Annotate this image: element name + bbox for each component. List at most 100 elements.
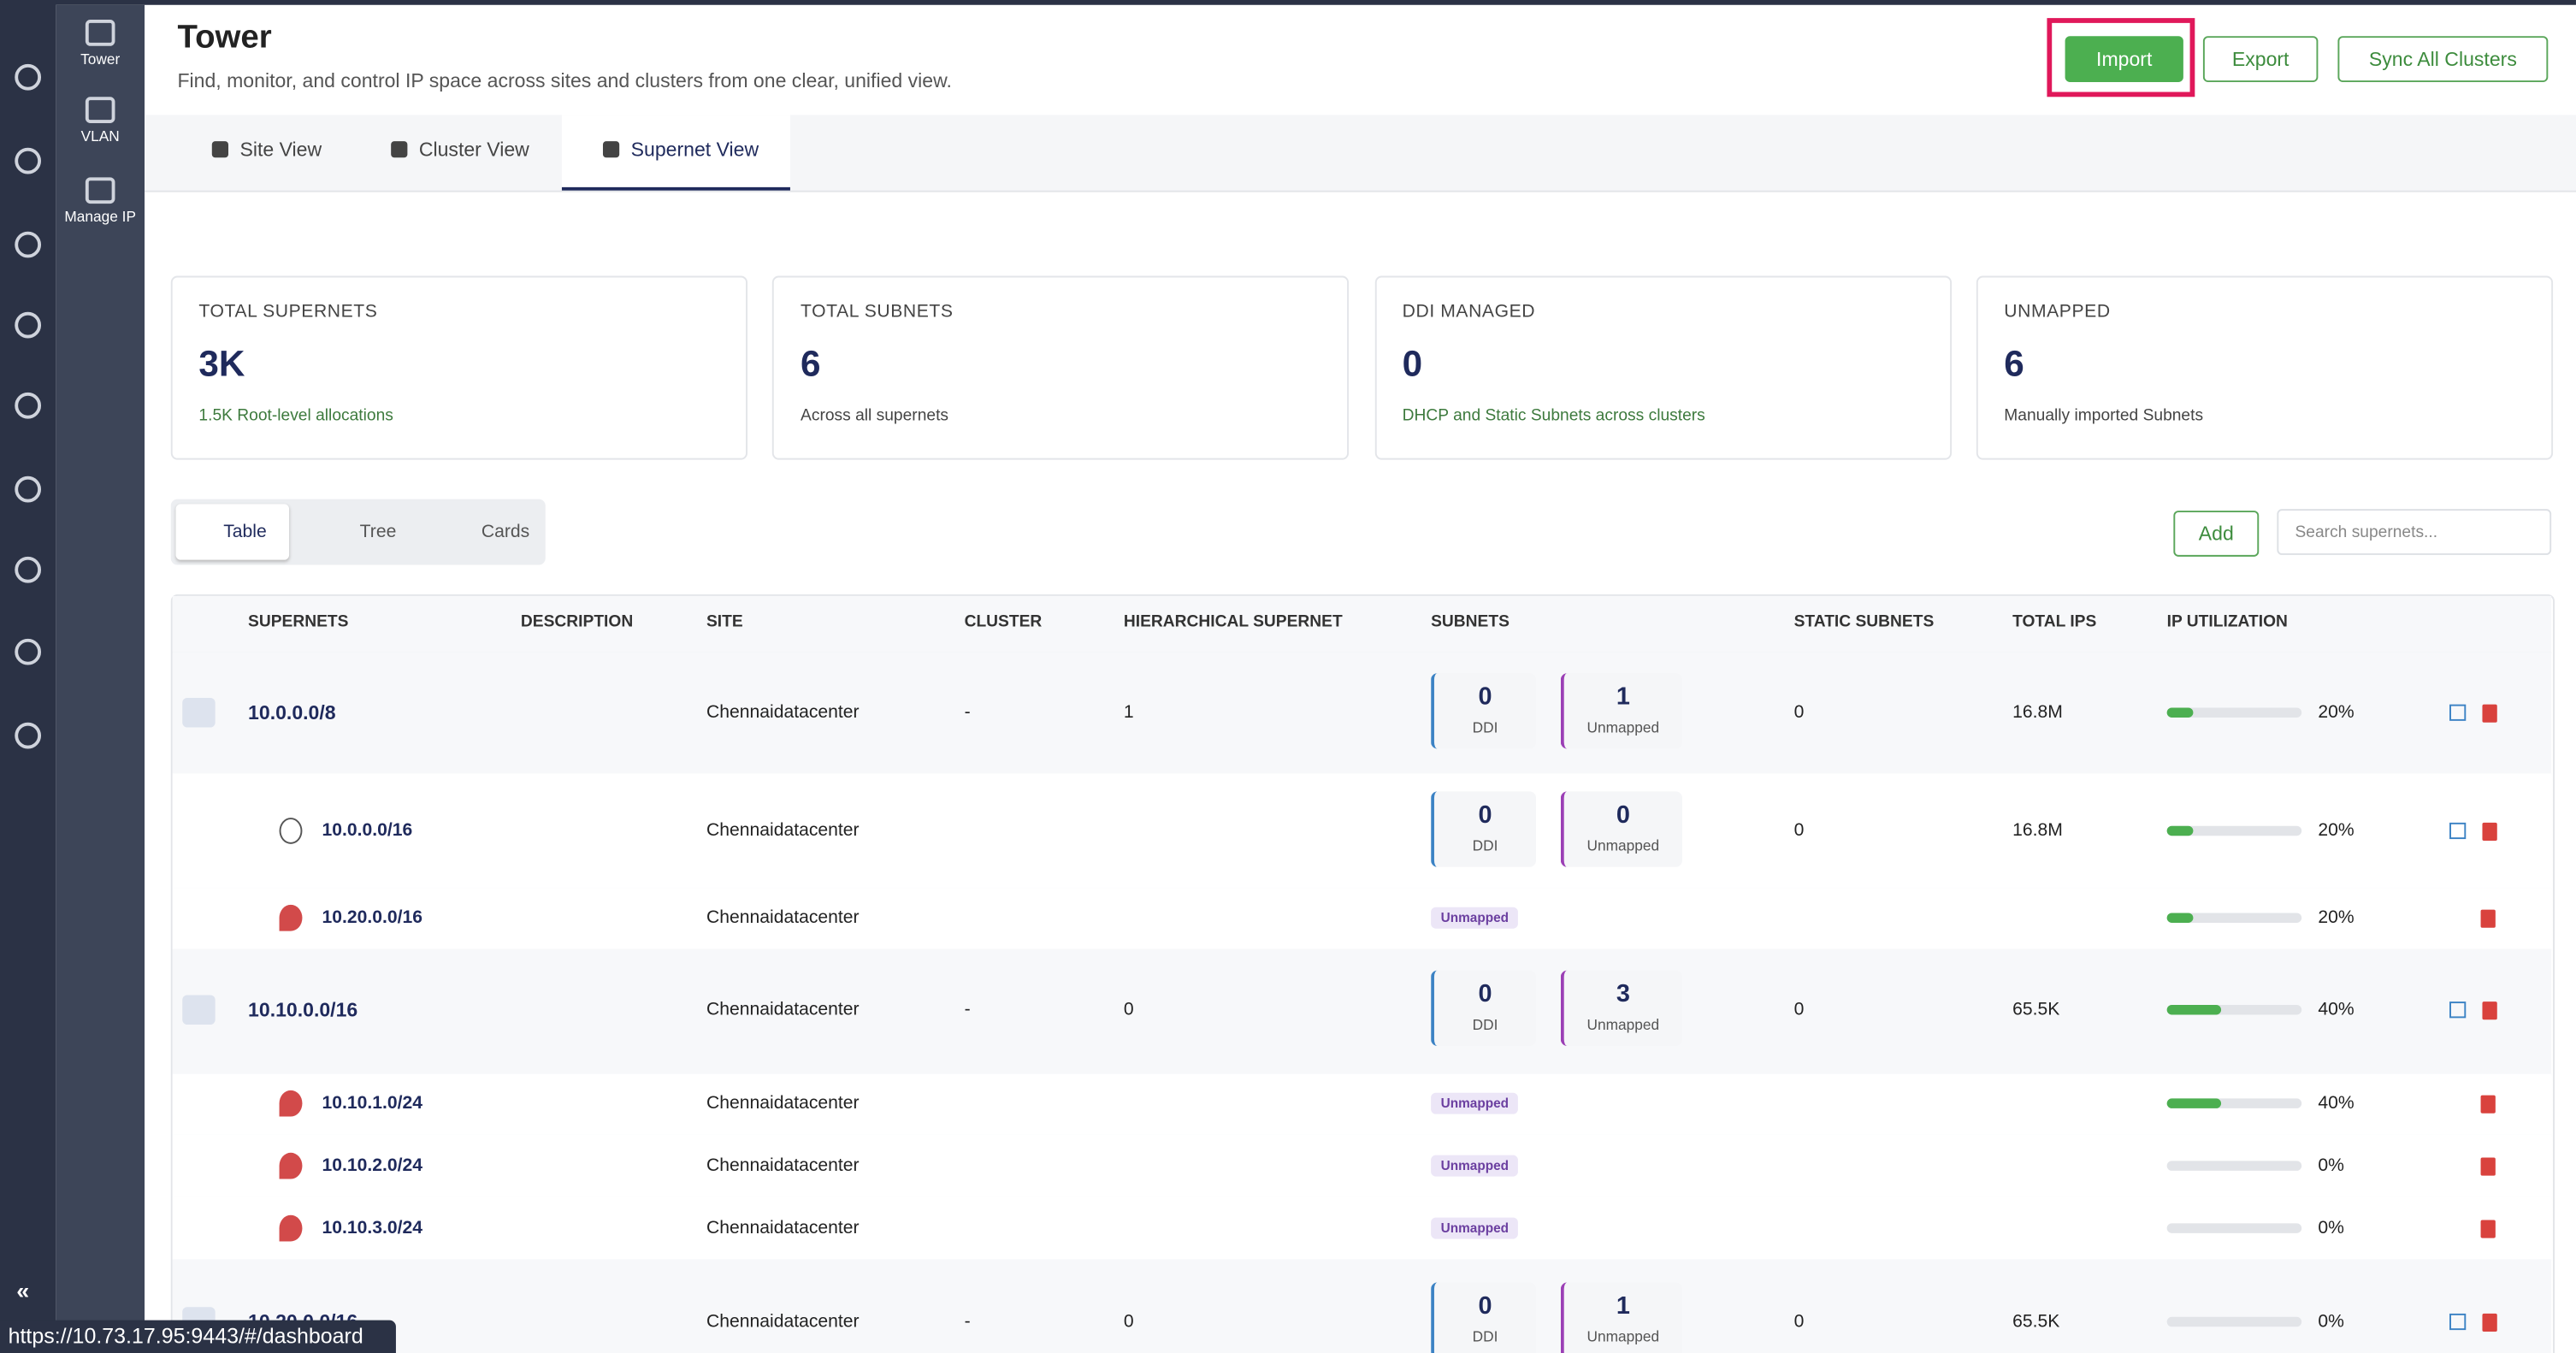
column-header[interactable]: SITE (706, 613, 743, 632)
delete-icon[interactable] (2482, 822, 2497, 841)
edit-icon[interactable] (2449, 1313, 2467, 1331)
stat-note: 1.5K Root-level allocations (198, 407, 393, 426)
subnet-count: 0 (1478, 1291, 1492, 1321)
stat-card (170, 275, 748, 460)
total-ips: 65.5K (2012, 1312, 2060, 1332)
util-track (2166, 1316, 2302, 1327)
column-header[interactable]: CLUSTER (964, 613, 1043, 632)
edit-icon[interactable] (2449, 1001, 2467, 1019)
cluster: - (964, 1312, 971, 1332)
cluster: - (964, 1000, 971, 1020)
rail-icon[interactable] (15, 722, 42, 749)
rail-icon[interactable] (15, 231, 42, 258)
expand-button[interactable] (182, 697, 216, 728)
util-track (2166, 1004, 2302, 1015)
static-subnets: 0 (1793, 1000, 1805, 1020)
static-subnets: 0 (1793, 702, 1805, 723)
rail-icon[interactable] (15, 147, 42, 174)
rail-icon[interactable] (15, 556, 42, 583)
total-ips: 65.5K (2012, 1000, 2060, 1020)
supernet[interactable]: 10.20.0.0/16 (322, 907, 423, 928)
delete-icon[interactable] (2480, 1157, 2496, 1176)
stat-label: TOTAL SUPERNETS (198, 302, 378, 322)
rail-icon[interactable] (15, 63, 42, 91)
column-header[interactable]: DESCRIPTION (520, 613, 634, 632)
side-panel (56, 4, 145, 1353)
stat-note: Across all supernets (801, 407, 949, 426)
table-header (172, 595, 2552, 654)
edit-icon[interactable] (2449, 704, 2467, 721)
edit-icon[interactable] (2449, 822, 2467, 840)
util-bar (2166, 707, 2195, 718)
subnet-count: 1 (1616, 1291, 1630, 1321)
tab[interactable]: Supernet View (630, 138, 759, 162)
rail-icon[interactable] (15, 392, 42, 419)
expand-button[interactable] (182, 995, 216, 1025)
view-mode[interactable]: Tree (359, 522, 397, 542)
stat-card (1374, 275, 1952, 460)
delete-icon[interactable] (2482, 704, 2497, 723)
column-header[interactable]: STATIC SUBNETS (1793, 613, 1935, 632)
utilization: 40% (2318, 1093, 2354, 1114)
supernet[interactable]: 10.10.3.0/24 (322, 1218, 423, 1238)
row-bg (172, 888, 2552, 951)
import-button[interactable]: Import (2065, 36, 2183, 82)
supernet[interactable]: 10.10.0.0/16 (248, 998, 358, 1022)
sync-button[interactable]: Sync All Clusters (2337, 36, 2549, 82)
column-header[interactable]: TOTAL IPS (2012, 613, 2097, 632)
unmapped-box: 0 Unmapped (1560, 791, 1683, 867)
stat-value: 3K (198, 343, 245, 385)
view-mode[interactable]: Table (223, 522, 267, 542)
tab-icon (391, 141, 408, 158)
site: Chennaidatacenter (706, 702, 860, 723)
row-bg (172, 1196, 2552, 1261)
stat-note: DHCP and Static Subnets across clusters (1402, 407, 1705, 426)
rail-icon[interactable] (15, 638, 42, 665)
utilization: 0% (2318, 1155, 2344, 1176)
ddi-box: 0 DDI (1431, 1282, 1537, 1353)
supernet[interactable]: 10.10.1.0/24 (322, 1093, 423, 1114)
supernet[interactable]: 10.10.2.0/24 (322, 1155, 423, 1176)
column-header[interactable]: SUPERNETS (248, 613, 349, 632)
tab[interactable]: Site View (239, 138, 322, 162)
util-bar (2166, 825, 2195, 836)
view-mode[interactable]: Cards (481, 522, 530, 542)
supernet[interactable]: 10.0.0.0/8 (248, 700, 336, 724)
nav-icon (85, 20, 115, 46)
icon-rail (0, 0, 56, 1353)
supernet[interactable]: 10.0.0.0/16 (322, 820, 413, 841)
unmapped-box: 3 Unmapped (1560, 970, 1683, 1046)
ddi-box: 0 DDI (1431, 673, 1537, 749)
rail-icon[interactable] (15, 311, 42, 339)
add-button[interactable]: Add (2173, 511, 2260, 557)
rail-icon[interactable] (15, 476, 42, 503)
subnet-count: 0 (1616, 801, 1630, 830)
delete-icon[interactable] (2480, 909, 2496, 928)
search-input[interactable]: Search supernets... (2277, 509, 2552, 555)
column-header[interactable]: IP UTILIZATION (2166, 613, 2288, 632)
tab[interactable]: Cluster View (418, 138, 529, 162)
site: Chennaidatacenter (706, 820, 860, 841)
unmapped-box: 1 Unmapped (1560, 1282, 1683, 1353)
unmapped-box: 1 Unmapped (1560, 673, 1683, 749)
stat-note: Manually imported Subnets (2004, 407, 2204, 426)
delete-icon[interactable] (2482, 1001, 2497, 1020)
subnet-label: DDI (1472, 718, 1498, 736)
column-header[interactable]: HIERARCHICAL SUPERNET (1123, 613, 1343, 632)
row-icon (279, 1152, 303, 1179)
hierarchical: 1 (1123, 702, 1134, 723)
stat-value: 6 (2004, 343, 2024, 385)
delete-icon[interactable] (2480, 1220, 2496, 1238)
nav-item[interactable]: Manage IP (64, 208, 136, 226)
site: Chennaidatacenter (706, 907, 860, 928)
util-track (2166, 1098, 2302, 1108)
export-button[interactable]: Export (2202, 36, 2319, 82)
column-header[interactable]: SUBNETS (1431, 613, 1510, 632)
nav-item[interactable]: VLAN (80, 127, 120, 145)
nav-item[interactable]: Tower (80, 50, 121, 68)
utilization: 0% (2318, 1218, 2344, 1238)
cluster: - (964, 702, 971, 723)
delete-icon[interactable] (2480, 1095, 2496, 1114)
delete-icon[interactable] (2482, 1313, 2497, 1332)
util-bar (2166, 1004, 2221, 1015)
